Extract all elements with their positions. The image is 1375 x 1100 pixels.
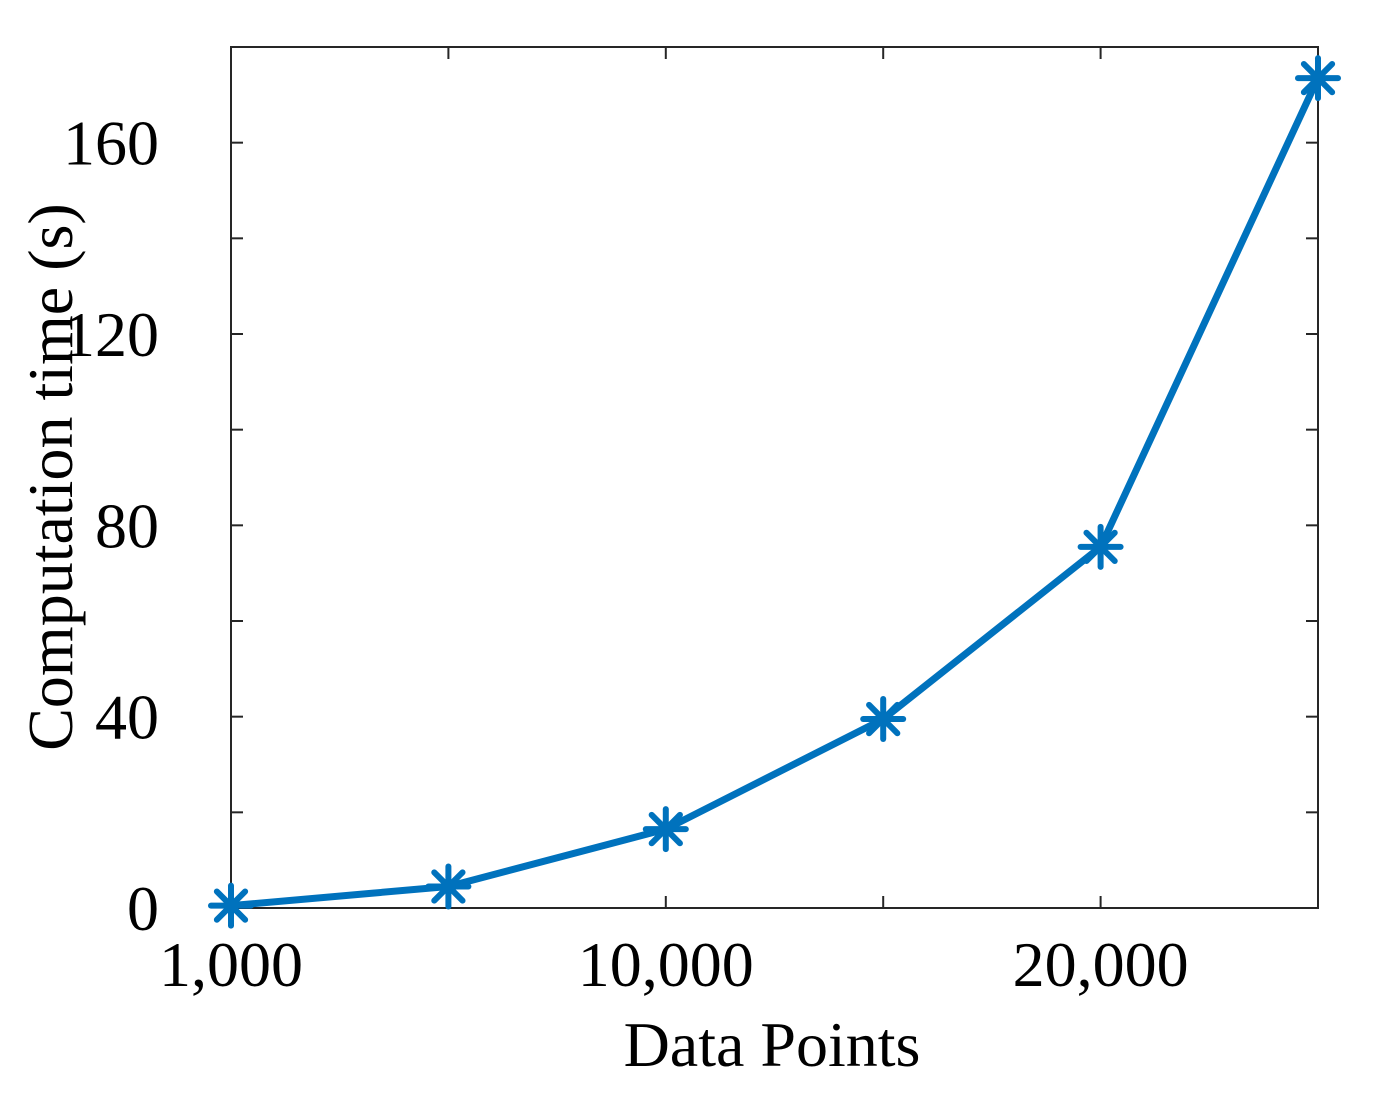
- y-tick-label: 160: [63, 108, 159, 179]
- tick-labels: 1,000 10,000 20,000 0 40 80 120 160: [63, 108, 1189, 1000]
- data-point: [1295, 55, 1341, 102]
- data-point: [1077, 523, 1124, 570]
- y-tick-label: 80: [95, 490, 159, 561]
- x-tick-label: 20,000: [1013, 929, 1189, 1000]
- data-point: [208, 882, 254, 929]
- x-tick-label: 10,000: [578, 929, 754, 1000]
- x-tick-label: 1,000: [159, 929, 303, 1000]
- data-point: [425, 863, 472, 910]
- data-point: [642, 806, 689, 853]
- data-point: [860, 696, 907, 743]
- y-tick-label: 40: [95, 682, 159, 753]
- series-layer: [208, 55, 1341, 929]
- x-axis-label: Data Points: [624, 1009, 921, 1080]
- y-tick-label: 0: [127, 873, 159, 944]
- series-line: [230, 76, 1322, 910]
- y-tick-label: 120: [63, 299, 159, 370]
- y-axis-label: Computation time (s): [15, 203, 86, 751]
- plot-area: [230, 46, 1319, 909]
